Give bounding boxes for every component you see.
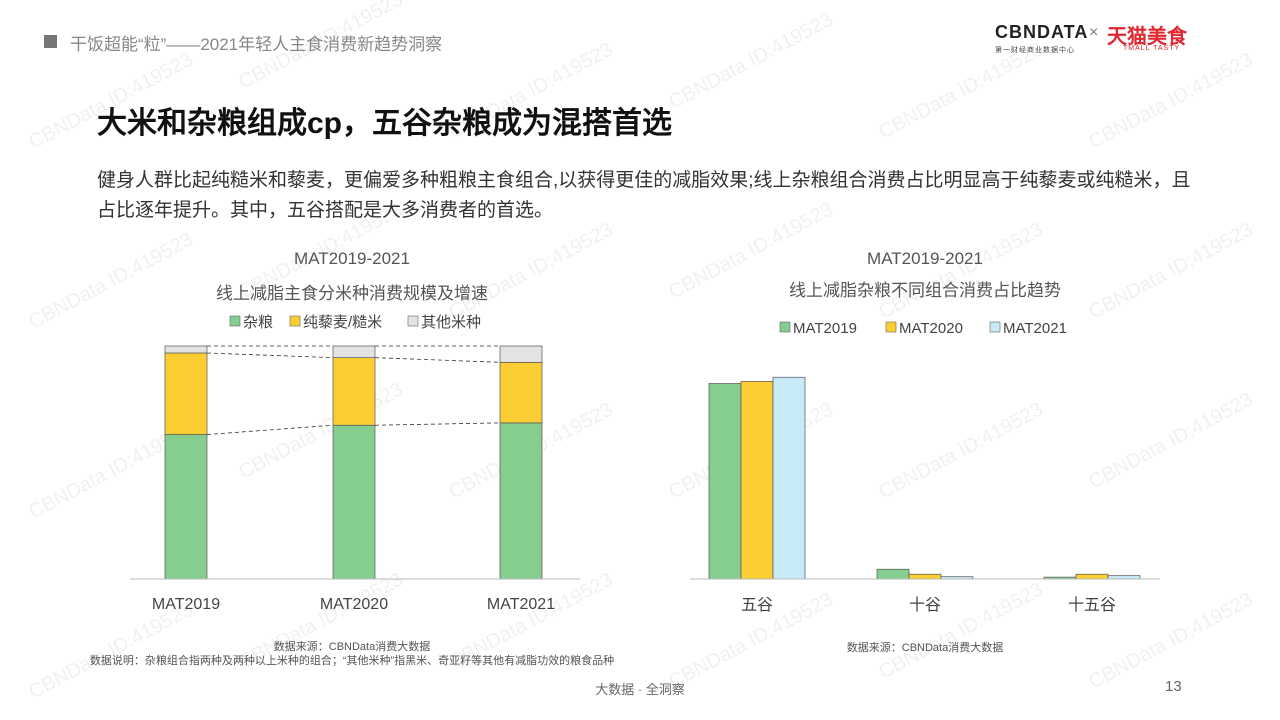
chart1-bar-segment	[332, 357, 376, 426]
cbndata-logo-subtitle: 第一财经商业数据中心	[995, 47, 1075, 54]
chart1-period: MAT2019-2021	[294, 249, 410, 268]
chart1-connector-line	[206, 352, 334, 359]
chart1-bar-segment	[164, 345, 208, 354]
report-title: 干饭超能“粒”——2021年轻人主食消费新趋势洞察	[70, 35, 443, 54]
chart2-bar	[708, 383, 742, 580]
page-description: 健身人群比起纯糙米和藜麦，更偏爱多种粗粮主食组合,以获得更佳的减脂效果;线上杂粮…	[97, 170, 1191, 221]
chart1-connector-line	[374, 422, 501, 426]
chart1-x-tick-label: MAT2021	[487, 596, 555, 613]
chart2-legend-swatch	[989, 321, 1001, 333]
chart1-connector-line	[374, 357, 501, 363]
chart1-bar-segment	[499, 422, 543, 580]
chart2-legend-swatch	[885, 321, 897, 333]
chart1-legend-swatch	[229, 315, 241, 327]
chart1-bar-segment	[499, 361, 543, 424]
chart2-legend-swatch	[779, 321, 791, 333]
chart2-bar	[740, 381, 774, 580]
tmall-logo-subtitle: TMALL TASTY	[1123, 45, 1181, 52]
tmall-logo: 天猫美食	[1107, 26, 1187, 48]
chart2-legend-label: MAT2020	[899, 320, 963, 337]
chart2-x-tick-label: 十五谷	[1068, 596, 1116, 614]
chart1-legend-swatch	[407, 315, 419, 327]
chart2-x-tick-label: 十谷	[909, 596, 941, 614]
chart1-source: 数据来源：CBNData消费大数据	[274, 639, 430, 653]
chart1-bar-segment	[332, 345, 376, 358]
chart1-bar-segment	[164, 352, 208, 435]
cbndata-logo: CBNDATA	[995, 22, 1089, 42]
chart2-bar	[876, 568, 910, 580]
chart1-legend-label: 纯藜麦/糙米	[303, 314, 382, 331]
page-title: 大米和杂粮组成cp，五谷杂粮成为混搭首选	[97, 107, 673, 140]
logo-separator: ×	[1089, 24, 1099, 41]
chart2-source: 数据来源：CBNData消费大数据	[847, 640, 1003, 654]
footer-slogan: 大数据 · 全洞察	[595, 682, 685, 697]
chart1-x-tick-label: MAT2019	[152, 596, 220, 613]
chart2-bar	[772, 376, 806, 580]
chart2-bar	[908, 573, 942, 580]
chart1-bar-segment	[499, 345, 543, 363]
chart1-legend-label: 杂粮	[243, 314, 273, 331]
chart1-bar-segment	[332, 424, 376, 580]
chart2-x-tick-label: 五谷	[741, 596, 773, 614]
chart1-connector-line	[206, 424, 334, 435]
chart1-title: 线上减脂主食分米种消费规模及增速	[216, 284, 488, 303]
page-number: 13	[1165, 678, 1182, 695]
header-marker	[44, 35, 57, 48]
chart2-bar	[1075, 573, 1109, 580]
chart2-period: MAT2019-2021	[867, 249, 983, 268]
chart1-legend-swatch	[289, 315, 301, 327]
chart2-legend-label: MAT2021	[1003, 320, 1067, 337]
chart1-note-line1: 数据说明：杂粮组合指两种及两种以上米种的组合；“其他米种”指黑米、奇亚籽等其他有…	[90, 653, 614, 667]
chart1-legend-label: 其他米种	[421, 314, 481, 331]
chart2-legend-label: MAT2019	[793, 320, 857, 337]
chart2-title: 线上减脂杂粮不同组合消费占比趋势	[789, 281, 1061, 300]
chart1-bar-segment	[164, 434, 208, 580]
chart1-x-tick-label: MAT2020	[320, 596, 388, 613]
